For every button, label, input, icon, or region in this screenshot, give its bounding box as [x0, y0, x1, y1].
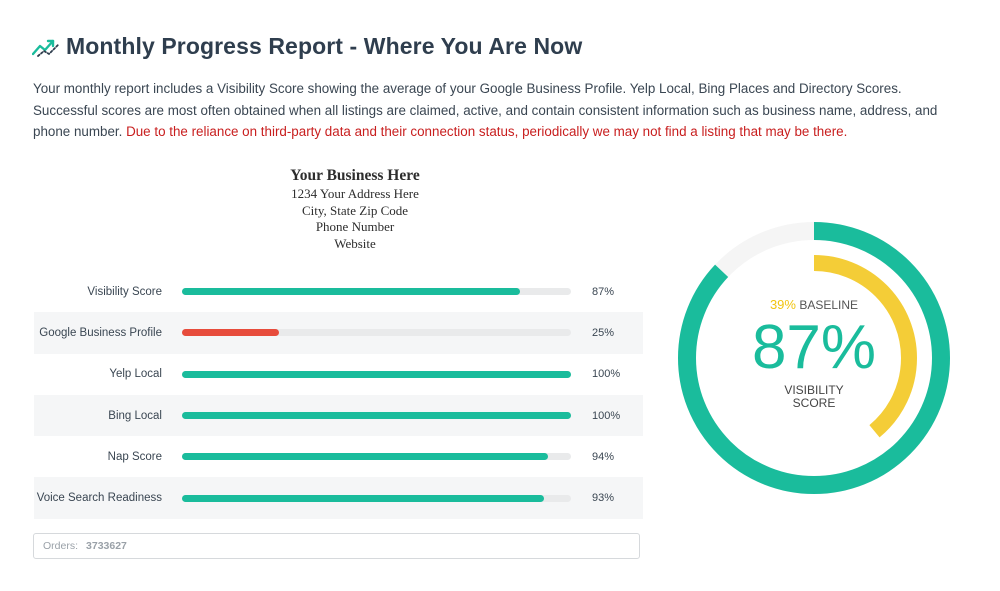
- score-row-voice-search-readiness: Voice Search Readiness 93%: [34, 477, 643, 519]
- visibility-score-value: 87%: [751, 313, 877, 382]
- intro-warning: Due to the reliance on third-party data …: [126, 124, 848, 139]
- score-percent: 94%: [592, 450, 615, 463]
- baseline-text: BASELINE: [799, 298, 859, 312]
- score-bar-fill: [182, 453, 548, 461]
- visibility-score-caption: VISIBILITY SCORE: [672, 384, 956, 410]
- score-label: Voice Search Readiness: [36, 492, 162, 505]
- caption-line-2: SCORE: [792, 396, 836, 410]
- score-percent: 93%: [592, 492, 615, 505]
- gauge-rings: [678, 222, 950, 494]
- business-website: Website: [334, 235, 376, 251]
- intro-paragraph: Your monthly report includes a Visibilit…: [33, 78, 968, 143]
- score-bar-fill: [182, 412, 571, 420]
- caption-line-1: VISIBILITY: [784, 383, 844, 397]
- score-bar-track: [182, 288, 571, 296]
- score-bar-fill: [182, 329, 280, 337]
- baseline-label: 39% BASELINE: [672, 297, 956, 312]
- orders-number: 3733627: [86, 540, 127, 552]
- business-city: City, State Zip Code: [301, 202, 409, 218]
- visibility-score-gauge: 39% BASELINE 87% VISIBILITY SCORE: [672, 216, 956, 500]
- score-bar-track: [182, 412, 571, 420]
- score-label: Visibility Score: [87, 285, 162, 298]
- score-row-nap-score: Nap Score 94%: [34, 436, 643, 477]
- score-row-google-business-profile: Google Business Profile 25%: [34, 312, 643, 354]
- orders-label: Orders:: [43, 540, 79, 552]
- score-row-visibility: Visibility Score 87%: [34, 271, 643, 312]
- orders-field: Orders: 3733627: [33, 533, 640, 559]
- business-name: Your Business Here: [290, 167, 420, 184]
- score-bar-fill: [182, 288, 521, 296]
- score-list: Visibility Score 87% Google Business Pro…: [34, 271, 643, 519]
- outer-ring-score-arc: [678, 222, 950, 494]
- business-info: Your Business Here 1234 Your Address Her…: [210, 166, 500, 252]
- page-title: Monthly Progress Report - Where You Are …: [66, 33, 583, 59]
- score-bar-fill: [182, 370, 571, 378]
- score-row-bing-local: Bing Local 100%: [34, 394, 643, 437]
- report-header: Monthly Progress Report - Where You Are …: [32, 33, 582, 60]
- trend-line-icon: [32, 39, 59, 57]
- business-phone: Phone Number: [315, 219, 395, 234]
- score-bar-track: [182, 453, 571, 461]
- score-bar-track: [182, 329, 571, 337]
- inner-ring-baseline-arc: [711, 255, 917, 461]
- score-percent: 25%: [592, 326, 615, 339]
- business-address: 1234 Your Address Here: [291, 186, 419, 201]
- score-label: Bing Local: [108, 409, 162, 422]
- score-row-yelp-local: Yelp Local 100%: [34, 354, 643, 395]
- score-percent: 100%: [592, 409, 621, 422]
- score-bar-track: [182, 370, 571, 378]
- score-label: Google Business Profile: [39, 326, 162, 339]
- score-percent: 87%: [592, 285, 615, 298]
- score-bar-track: [182, 494, 571, 502]
- intro-text: Your monthly report includes a Visibilit…: [33, 81, 938, 139]
- score-label: Yelp Local: [109, 368, 162, 381]
- baseline-value: 39%: [769, 297, 796, 312]
- score-percent: 100%: [592, 368, 621, 381]
- score-bar-fill: [182, 494, 544, 502]
- score-label: Nap Score: [107, 450, 162, 463]
